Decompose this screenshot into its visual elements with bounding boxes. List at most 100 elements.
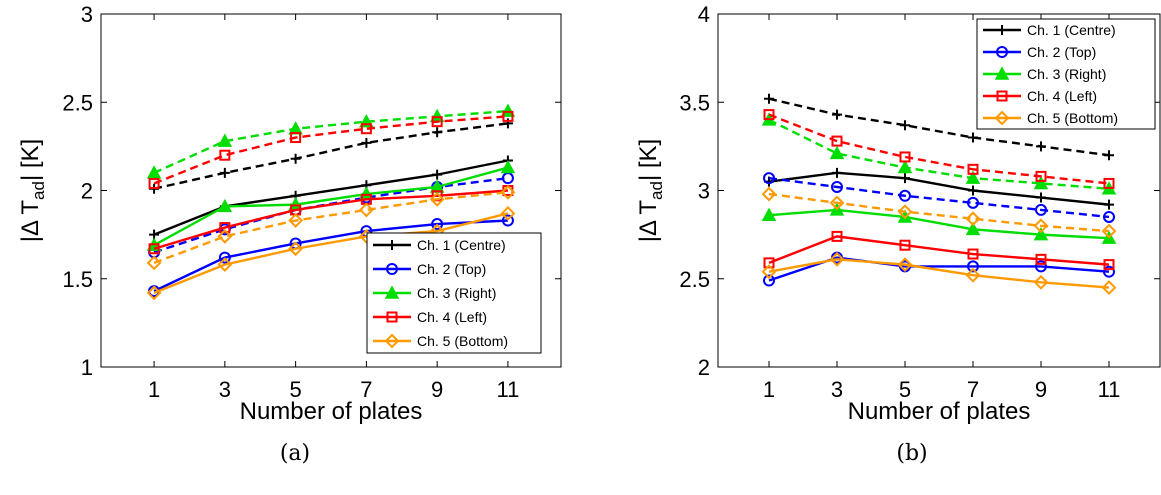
data-point-dashed xyxy=(502,110,514,122)
legend-marker xyxy=(996,90,1008,102)
data-point-solid xyxy=(218,251,231,264)
series-line-dashed xyxy=(153,191,509,264)
data-point-solid xyxy=(1103,259,1115,271)
data-point-dashed xyxy=(965,170,981,184)
series-line-dashed xyxy=(153,109,509,174)
y-tick-label: 2.5 xyxy=(62,90,93,115)
series-line-solid xyxy=(153,189,509,250)
x-tick-label: 7 xyxy=(360,377,372,402)
series-line-solid xyxy=(153,219,508,293)
data-point-solid xyxy=(899,239,911,251)
data-point-solid xyxy=(968,185,978,196)
x-tick-label: 5 xyxy=(899,377,911,402)
data-point-solid xyxy=(432,169,443,180)
legend-label: Ch. 1 (Centre) xyxy=(1027,22,1116,38)
data-point-dashed xyxy=(219,149,231,161)
data-point-solid xyxy=(761,264,777,280)
data-point-dashed xyxy=(1104,150,1114,161)
series-line-dashed xyxy=(768,118,1110,190)
x-tick-label: 3 xyxy=(831,377,843,402)
legend-label: Ch. 3 (Right) xyxy=(417,285,496,301)
chart-panel-b: 2 2.5 3 3.5 4 1 3 5 7 9 11 Number of plates |Δ Tad| … xyxy=(635,2,1161,466)
legend-marker xyxy=(387,240,397,250)
legend-marker xyxy=(384,285,400,299)
data-point-dashed xyxy=(1033,218,1049,234)
legend-label: Ch. 5 (Bottom) xyxy=(417,333,508,349)
data-point-solid xyxy=(431,218,444,231)
data-point-dashed xyxy=(217,228,233,244)
chart-panel-a: 1 1.5 2 2.5 3 1 3 5 7 9 11 Number of plates |Δ Tad| … xyxy=(17,2,562,466)
data-point-dashed xyxy=(831,180,843,193)
data-point-dashed xyxy=(967,163,979,175)
legend-marker xyxy=(384,333,400,349)
series-line-solid xyxy=(768,258,1110,289)
data-point-solid xyxy=(500,206,516,221)
legend-marker xyxy=(996,46,1008,58)
legend-label: Ch. 4 (Left) xyxy=(1027,88,1097,104)
y-axis-label: |Δ Tad| [K] xyxy=(17,139,48,242)
x-tick-label: 1 xyxy=(148,377,160,402)
data-point-solid xyxy=(763,274,775,287)
data-point-dashed xyxy=(763,172,775,185)
data-point-dashed xyxy=(1033,175,1049,190)
data-point-dashed xyxy=(148,177,160,189)
series-3 xyxy=(148,110,514,255)
data-point-solid xyxy=(831,230,843,242)
series-line-dashed xyxy=(768,176,1110,219)
y-tick-label: 1.5 xyxy=(62,267,93,292)
series-line-dashed xyxy=(153,115,509,185)
y-tick-label: 1 xyxy=(81,355,93,380)
data-point-dashed xyxy=(1101,223,1117,239)
data-point-dashed xyxy=(968,132,978,143)
data-point-solid xyxy=(965,267,981,283)
data-point-dashed xyxy=(899,189,911,202)
series-line-dashed xyxy=(768,192,1110,233)
data-point-dashed xyxy=(1036,141,1046,152)
series-line-dashed xyxy=(153,122,509,190)
data-point-dashed xyxy=(431,116,443,128)
series-line-solid xyxy=(153,166,509,247)
x-tick-label: 1 xyxy=(763,377,775,402)
data-point-solid xyxy=(761,207,777,221)
data-point-dashed xyxy=(829,195,845,211)
data-point-dashed xyxy=(1103,177,1115,189)
data-point-solid xyxy=(1036,192,1046,203)
data-point-solid xyxy=(1103,265,1115,278)
data-point-dashed xyxy=(358,202,374,218)
y-tick-label: 2.5 xyxy=(679,267,710,292)
series-line-solid xyxy=(768,208,1110,240)
data-point-dashed xyxy=(290,153,301,164)
series-4 xyxy=(146,184,516,301)
data-point-solid xyxy=(288,241,304,257)
data-point-solid xyxy=(897,257,913,273)
legend: Ch. 1 (Centre) Ch. 2 (Top) Ch. 3 (Right) Ch… xyxy=(976,18,1156,130)
legend-label: Ch. 1 (Centre) xyxy=(417,237,506,253)
data-point-dashed xyxy=(360,123,372,135)
series-line-solid xyxy=(153,159,509,236)
series-3 xyxy=(763,109,1115,271)
data-point-dashed xyxy=(361,137,372,148)
data-point-solid xyxy=(146,285,162,301)
legend-label: Ch. 4 (Left) xyxy=(417,309,487,325)
data-point-dashed xyxy=(763,109,775,121)
data-point-dashed xyxy=(146,165,162,179)
data-point-dashed xyxy=(429,191,445,207)
legend: Ch. 1 (Centre) Ch. 2 (Top) Ch. 3 (Right) Ch… xyxy=(366,232,542,354)
data-point-solid xyxy=(500,159,516,174)
data-point-solid xyxy=(217,198,233,213)
y-tick-label: 3 xyxy=(698,179,710,204)
legend-marker xyxy=(994,66,1010,80)
data-point-solid xyxy=(501,214,514,227)
data-point-dashed xyxy=(288,213,304,228)
y-tick-label: 2 xyxy=(81,179,93,204)
data-point-dashed xyxy=(899,151,911,163)
data-point-dashed xyxy=(829,145,845,160)
series-line-solid xyxy=(768,171,1110,206)
series-0 xyxy=(764,93,1114,210)
data-point-dashed xyxy=(146,255,162,271)
legend-label: Ch. 5 (Bottom) xyxy=(1027,110,1118,126)
y-tick-label: 4 xyxy=(698,2,710,27)
x-tick-label: 5 xyxy=(289,377,301,402)
x-tick-label: 9 xyxy=(431,377,443,402)
